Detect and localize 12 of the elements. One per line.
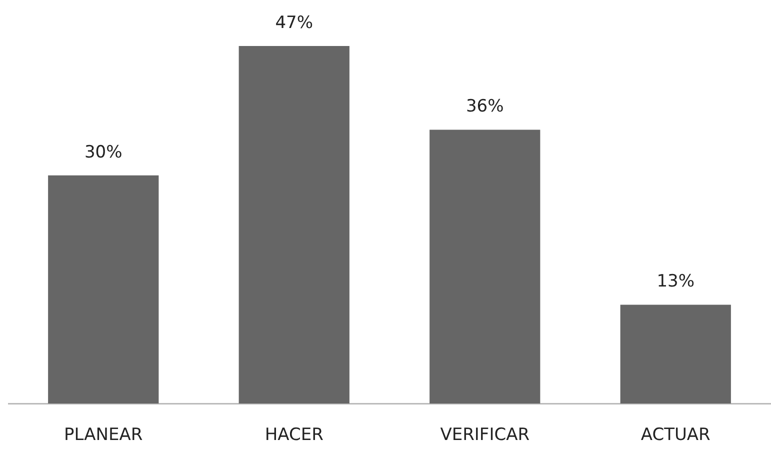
- x-tick-label: HACER: [264, 425, 324, 446]
- data-label: 13%: [656, 272, 695, 292]
- bar: [620, 304, 731, 404]
- bar: [430, 130, 540, 404]
- data-label: 47%: [275, 12, 314, 33]
- x-tick-label: ACTUAR: [640, 425, 711, 446]
- bar: [48, 175, 159, 404]
- x-tick-label: PLANEAR: [64, 425, 143, 446]
- data-label: 30%: [84, 142, 122, 162]
- bar: [238, 46, 350, 404]
- x-tick-label: VERIFICAR: [440, 425, 530, 446]
- data-label: 36%: [466, 96, 504, 117]
